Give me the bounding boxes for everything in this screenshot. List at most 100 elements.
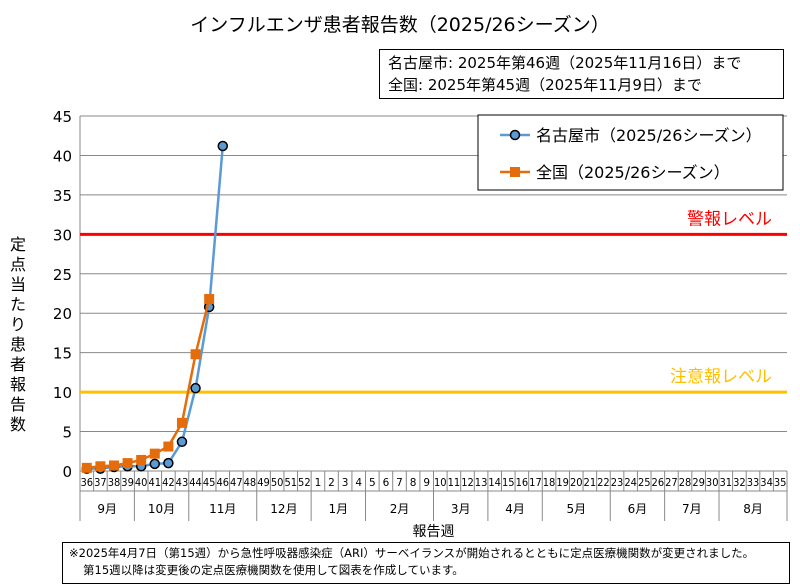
x-tick-label: 20 [570,477,583,489]
y-tick-label: 35 [53,187,72,205]
series-line [86,298,211,470]
x-tick-label: 42 [162,477,175,489]
x-tick-label: 44 [189,477,202,489]
x-tick-label: 6 [383,477,390,489]
legend-marker [509,129,521,141]
data-point [190,382,201,394]
x-tick-label: 52 [298,477,311,489]
x-tick-label: 4 [355,477,362,489]
y-axis-title-char: 数 [10,415,26,434]
x-tick-label: 11 [448,477,461,489]
x-tick-label: 2 [328,477,335,489]
x-tick-label: 13 [475,477,488,489]
data-point [190,349,201,360]
data-point [204,294,215,305]
x-tick-label: 39 [121,477,134,489]
x-tick-label: 16 [516,477,529,489]
y-axis-title-char: 点 [10,255,26,274]
x-tick-label: 23 [611,477,624,489]
x-tick-label: 32 [733,477,746,489]
month-label: 6月 [628,502,648,516]
period-box: 名古屋市: 2025年第46週（2025年11月16日）まで 全国: 2025年… [379,49,784,99]
x-tick-label: 21 [584,477,597,489]
footnote-line-1: ※2025年4月7日（第15週）から急性呼吸器感染症（ARI）サーベイランスが開… [69,546,755,560]
month-label: 4月 [505,502,525,516]
x-tick-label: 14 [488,477,501,489]
x-tick-label: 3 [342,477,349,489]
y-tick-label: 0 [62,463,72,481]
x-tick-label: 7 [396,477,403,489]
month-label: 2月 [390,502,410,516]
x-tick-label: 43 [176,477,189,489]
month-label: 9月 [97,502,117,516]
legend-label: 全国（2025/26シーズン） [536,163,730,182]
x-tick-label: 24 [624,477,637,489]
x-tick-label: 51 [284,477,297,489]
month-label: 7月 [682,502,702,516]
y-tick-label: 25 [53,266,72,284]
x-tick-label: 17 [529,477,542,489]
x-tick-label: 26 [652,477,665,489]
month-label: 10月 [148,502,175,516]
x-tick-label: 18 [543,477,556,489]
x-tick-label: 5 [369,477,376,489]
month-label: 3月 [451,502,471,516]
data-point [122,458,133,469]
x-tick-label: 12 [461,477,474,489]
x-tick-label: 1 [315,477,322,489]
y-axis-title-char: 当 [10,275,26,294]
footnote: ※2025年4月7日（第15週）から急性呼吸器感染症（ARI）サーベイランスが開… [62,542,790,584]
x-tick-label: 9 [423,477,430,489]
y-axis-title-char: り [10,315,26,334]
data-point [95,461,106,472]
period-national: 全国: 2025年第45週（2025年11月9日）まで [388,76,702,94]
x-tick-label: 37 [94,477,107,489]
reference-line-label: 注意報レベル [670,367,772,387]
y-tick-label: 30 [53,226,72,244]
data-point [149,448,160,459]
y-tick-label: 20 [53,305,72,323]
legend-box [477,114,784,191]
month-label: 1月 [329,502,349,516]
x-tick-label: 29 [692,477,705,489]
x-tick-label: 45 [203,477,216,489]
data-point [136,454,147,465]
data-point [176,436,188,448]
y-axis-title-char: 者 [10,355,26,374]
chart-title: インフルエンザ患者報告数（2025/26シーズン） [190,14,610,36]
x-tick-label: 22 [597,477,610,489]
data-point [108,460,119,471]
month-label: 8月 [743,502,763,516]
data-point [81,462,92,473]
x-tick-label: 50 [271,477,284,489]
x-tick-label: 10 [434,477,447,489]
x-tick-label: 41 [148,477,161,489]
x-tick-label: 33 [747,477,760,489]
y-axis-title-char: 患 [10,335,26,354]
x-tick-label: 34 [760,477,773,489]
data-point [163,441,174,452]
data-point [163,457,174,469]
x-tick-label: 49 [257,477,270,489]
period-nagoya: 名古屋市: 2025年第46週（2025年11月16日）まで [388,54,742,72]
y-axis-title-char: た [10,295,26,314]
month-label: 5月 [566,502,586,516]
y-tick-label: 10 [53,384,72,402]
x-axis-title: 報告週 [413,524,455,540]
x-tick-label: 15 [502,477,515,489]
x-tick-label: 27 [665,477,678,489]
month-label: 11月 [209,502,236,516]
y-tick-label: 40 [53,147,72,165]
y-tick-label: 5 [62,424,72,442]
x-tick-label: 30 [706,477,719,489]
data-point [176,417,187,428]
x-tick-label: 47 [230,477,243,489]
legend-marker [510,167,520,177]
x-tick-label: 40 [135,477,148,489]
x-tick-label: 25 [638,477,651,489]
x-tick-label: 19 [556,477,569,489]
reference-line-label: 警報レベル [687,209,772,229]
y-tick-label: 15 [53,345,72,363]
